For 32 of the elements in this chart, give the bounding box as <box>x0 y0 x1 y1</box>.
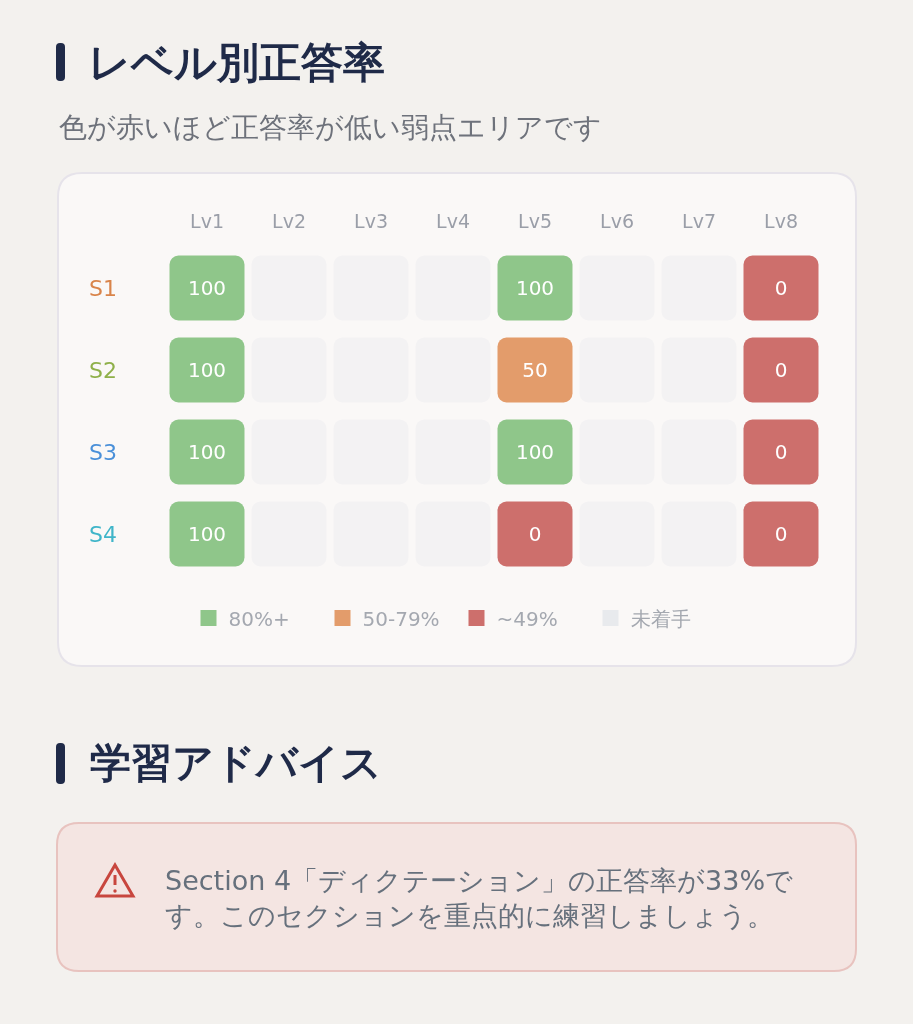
y-tick-label: S2 <box>89 357 117 383</box>
legend-label: 未着手 <box>630 606 691 631</box>
x-tick-label: Lv5 <box>518 210 552 233</box>
y-tick-label: S3 <box>89 439 117 465</box>
x-tick-label: Lv1 <box>190 210 224 233</box>
x-tick-label: Lv2 <box>272 210 306 233</box>
text: 学習アドバイス <box>90 739 382 787</box>
legend-label: 80%+ <box>228 606 290 631</box>
data-label: 100 <box>515 440 555 464</box>
data-label: 0 <box>774 522 788 546</box>
legend-label: 50-79% <box>362 606 440 631</box>
y-tick-label: S4 <box>89 521 117 547</box>
data-label: 100 <box>187 522 227 546</box>
x-tick-label: Lv8 <box>764 210 798 233</box>
y-tick-label: S1 <box>89 275 117 301</box>
data-label: 0 <box>774 358 788 382</box>
data-label: 0 <box>774 440 788 464</box>
x-tick-label: Lv6 <box>600 210 634 233</box>
data-label: 100 <box>515 276 555 300</box>
data-label: 50 <box>522 358 548 382</box>
legend-label: ~49% <box>496 606 558 631</box>
x-tick-label: Lv3 <box>354 210 388 233</box>
data-label: 0 <box>528 522 542 546</box>
data-label: 100 <box>187 358 227 382</box>
data-label: 0 <box>774 276 788 300</box>
x-tick-label: Lv7 <box>682 210 716 233</box>
chart-subtitle: 色が赤いほど正答率が低い弱点エリアです <box>59 111 602 144</box>
x-tick-label: Lv4 <box>436 210 470 233</box>
data-label: 100 <box>187 276 227 300</box>
chart-title: レベル別正答率 <box>88 37 385 87</box>
data-label: 100 <box>187 440 227 464</box>
text: Section 4「ディクテーション」の正答率が33%です。このセクションを重点的に練習しましょう。 <box>165 865 794 932</box>
